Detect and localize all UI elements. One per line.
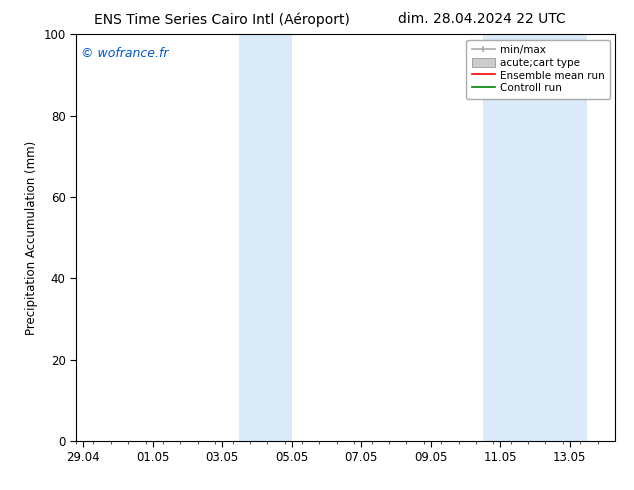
Text: dim. 28.04.2024 22 UTC: dim. 28.04.2024 22 UTC: [398, 12, 566, 26]
Bar: [240, 34, 292, 441]
Text: ENS Time Series Cairo Intl (Aéroport): ENS Time Series Cairo Intl (Aéroport): [94, 12, 350, 27]
Y-axis label: Precipitation Accumulation (mm): Precipitation Accumulation (mm): [25, 141, 38, 335]
Text: © wofrance.fr: © wofrance.fr: [81, 47, 169, 59]
Bar: [483, 34, 587, 441]
Legend: min/max, acute;cart type, Ensemble mean run, Controll run: min/max, acute;cart type, Ensemble mean …: [467, 40, 610, 98]
